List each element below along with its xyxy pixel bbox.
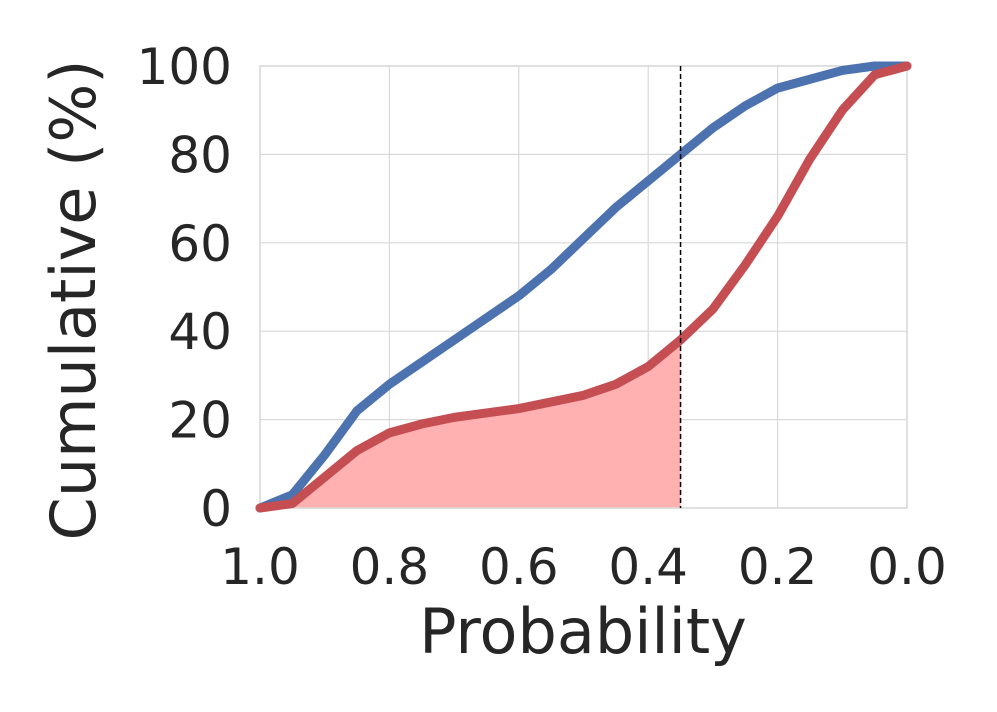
- x-tick-label: 0.0: [867, 538, 947, 596]
- x-tick-label: 0.4: [608, 538, 688, 596]
- x-tick-labels: 1.0 0.8 0.6 0.4 0.2 0.0: [220, 538, 947, 596]
- y-tick-label: 20: [168, 392, 232, 450]
- x-tick-label: 1.0: [220, 538, 300, 596]
- series-1-line: [255, 61, 912, 513]
- series-0-line: [255, 61, 912, 513]
- y-tick-label: 60: [168, 215, 232, 273]
- x-axis-label: Probability: [419, 595, 747, 668]
- series-1-area-fill: [260, 340, 681, 508]
- x-tick-label: 0.2: [738, 538, 818, 596]
- x-tick-label: 0.8: [350, 538, 430, 596]
- y-tick-labels: 0 20 40 60 80 100: [137, 38, 232, 538]
- plot-frame: [259, 65, 908, 509]
- y-tick-label: 40: [168, 303, 232, 361]
- y-tick-label: 0: [200, 480, 232, 538]
- series-layer: [255, 61, 912, 513]
- x-tick-label: 0.6: [479, 538, 559, 596]
- y-tick-label: 100: [137, 38, 232, 96]
- y-tick-label: 80: [168, 126, 232, 184]
- y-axis-label: Cumulative (%): [37, 60, 110, 541]
- fill-layer: [260, 340, 681, 508]
